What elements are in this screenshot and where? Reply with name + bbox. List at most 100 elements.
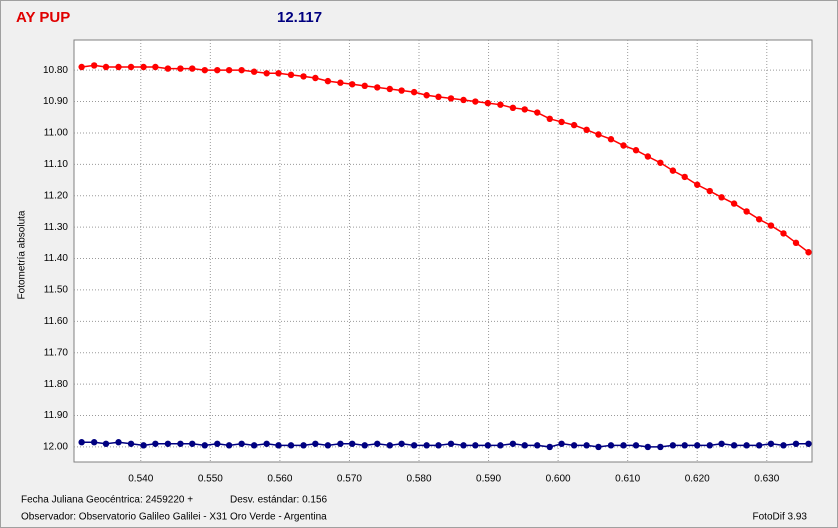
y-tick-label: 11.90 bbox=[44, 410, 69, 421]
data-point bbox=[583, 126, 590, 134]
data-point bbox=[349, 81, 356, 88]
data-point bbox=[435, 93, 442, 101]
data-point bbox=[361, 442, 368, 449]
data-point bbox=[472, 98, 479, 105]
data-point bbox=[361, 82, 368, 90]
data-point bbox=[484, 99, 492, 107]
data-point bbox=[374, 440, 381, 447]
data-point bbox=[644, 443, 652, 451]
data-point bbox=[115, 439, 122, 446]
y-tick-label: 11.10 bbox=[44, 159, 69, 170]
data-point bbox=[694, 442, 701, 449]
data-point bbox=[632, 442, 640, 449]
data-point bbox=[595, 131, 602, 138]
x-tick-label: 0.610 bbox=[615, 474, 640, 485]
data-point bbox=[263, 440, 270, 447]
data-point bbox=[201, 442, 208, 449]
data-point bbox=[90, 62, 98, 69]
data-point bbox=[730, 200, 738, 207]
annotation: Desv. estándar: 0.156 bbox=[230, 495, 328, 506]
data-point bbox=[225, 442, 233, 449]
data-point bbox=[607, 442, 615, 449]
data-point bbox=[250, 68, 258, 75]
data-point bbox=[374, 84, 381, 91]
y-tick-label: 11.70 bbox=[44, 347, 69, 358]
data-point bbox=[718, 194, 725, 201]
data-point bbox=[460, 442, 467, 449]
x-tick-label: 0.540 bbox=[128, 474, 153, 485]
data-point bbox=[792, 440, 800, 447]
data-point bbox=[509, 104, 517, 112]
data-point bbox=[78, 439, 85, 446]
data-point bbox=[669, 442, 677, 449]
y-tick-label: 12.00 bbox=[43, 442, 68, 453]
data-point bbox=[102, 440, 110, 447]
data-point bbox=[632, 147, 640, 154]
data-point bbox=[743, 442, 750, 449]
data-point bbox=[140, 442, 147, 449]
y-tick-label: 11.20 bbox=[44, 190, 69, 201]
data-point bbox=[177, 65, 184, 72]
data-point bbox=[423, 92, 430, 99]
y-tick-label: 11.30 bbox=[44, 222, 69, 233]
data-point bbox=[324, 442, 332, 449]
data-point bbox=[780, 230, 787, 237]
data-point bbox=[767, 222, 775, 229]
data-point bbox=[607, 136, 615, 143]
data-point bbox=[755, 216, 763, 223]
data-point bbox=[90, 439, 98, 446]
x-tick-label: 0.550 bbox=[198, 474, 223, 485]
x-tick-label: 0.600 bbox=[546, 474, 571, 485]
data-point bbox=[460, 96, 467, 104]
data-point bbox=[706, 442, 713, 449]
y-tick-label: 11.00 bbox=[44, 128, 69, 139]
data-point bbox=[189, 65, 196, 72]
data-point bbox=[792, 239, 800, 247]
data-point bbox=[595, 443, 602, 451]
data-point bbox=[706, 187, 713, 195]
data-point bbox=[509, 440, 517, 447]
data-point bbox=[225, 66, 233, 74]
data-point bbox=[275, 70, 282, 77]
data-point bbox=[349, 440, 356, 447]
data-point bbox=[805, 440, 812, 447]
y-tick-label: 11.60 bbox=[44, 316, 69, 327]
data-point bbox=[718, 440, 725, 447]
y-tick-label: 10.90 bbox=[43, 96, 68, 107]
data-point bbox=[534, 442, 541, 449]
data-point bbox=[337, 440, 344, 447]
x-tick-label: 0.560 bbox=[267, 474, 292, 485]
data-point bbox=[521, 106, 528, 113]
y-axis-label: Fotometría absoluta bbox=[17, 210, 28, 299]
data-point bbox=[127, 63, 135, 71]
data-point bbox=[435, 442, 442, 449]
data-point bbox=[189, 440, 196, 447]
data-point bbox=[558, 440, 565, 447]
data-point bbox=[805, 249, 812, 256]
data-point bbox=[115, 63, 122, 71]
data-point bbox=[681, 173, 688, 181]
data-point bbox=[743, 208, 750, 215]
data-point bbox=[669, 167, 677, 174]
data-point bbox=[767, 440, 775, 447]
data-point bbox=[447, 95, 455, 102]
x-tick-label: 0.590 bbox=[476, 474, 501, 485]
data-point bbox=[657, 159, 664, 166]
data-point bbox=[287, 71, 295, 79]
y-tick-label: 11.80 bbox=[44, 379, 69, 390]
data-point bbox=[546, 115, 553, 123]
data-point bbox=[140, 63, 147, 71]
data-point bbox=[657, 443, 664, 451]
data-point bbox=[238, 66, 245, 74]
data-point bbox=[275, 442, 282, 449]
data-point bbox=[694, 181, 701, 188]
data-point bbox=[644, 153, 652, 160]
x-tick-label: 0.620 bbox=[685, 474, 710, 485]
data-point bbox=[447, 440, 455, 447]
data-point bbox=[312, 440, 319, 447]
plot-area bbox=[73, 39, 813, 463]
data-point bbox=[152, 440, 159, 447]
data-point bbox=[102, 63, 110, 71]
